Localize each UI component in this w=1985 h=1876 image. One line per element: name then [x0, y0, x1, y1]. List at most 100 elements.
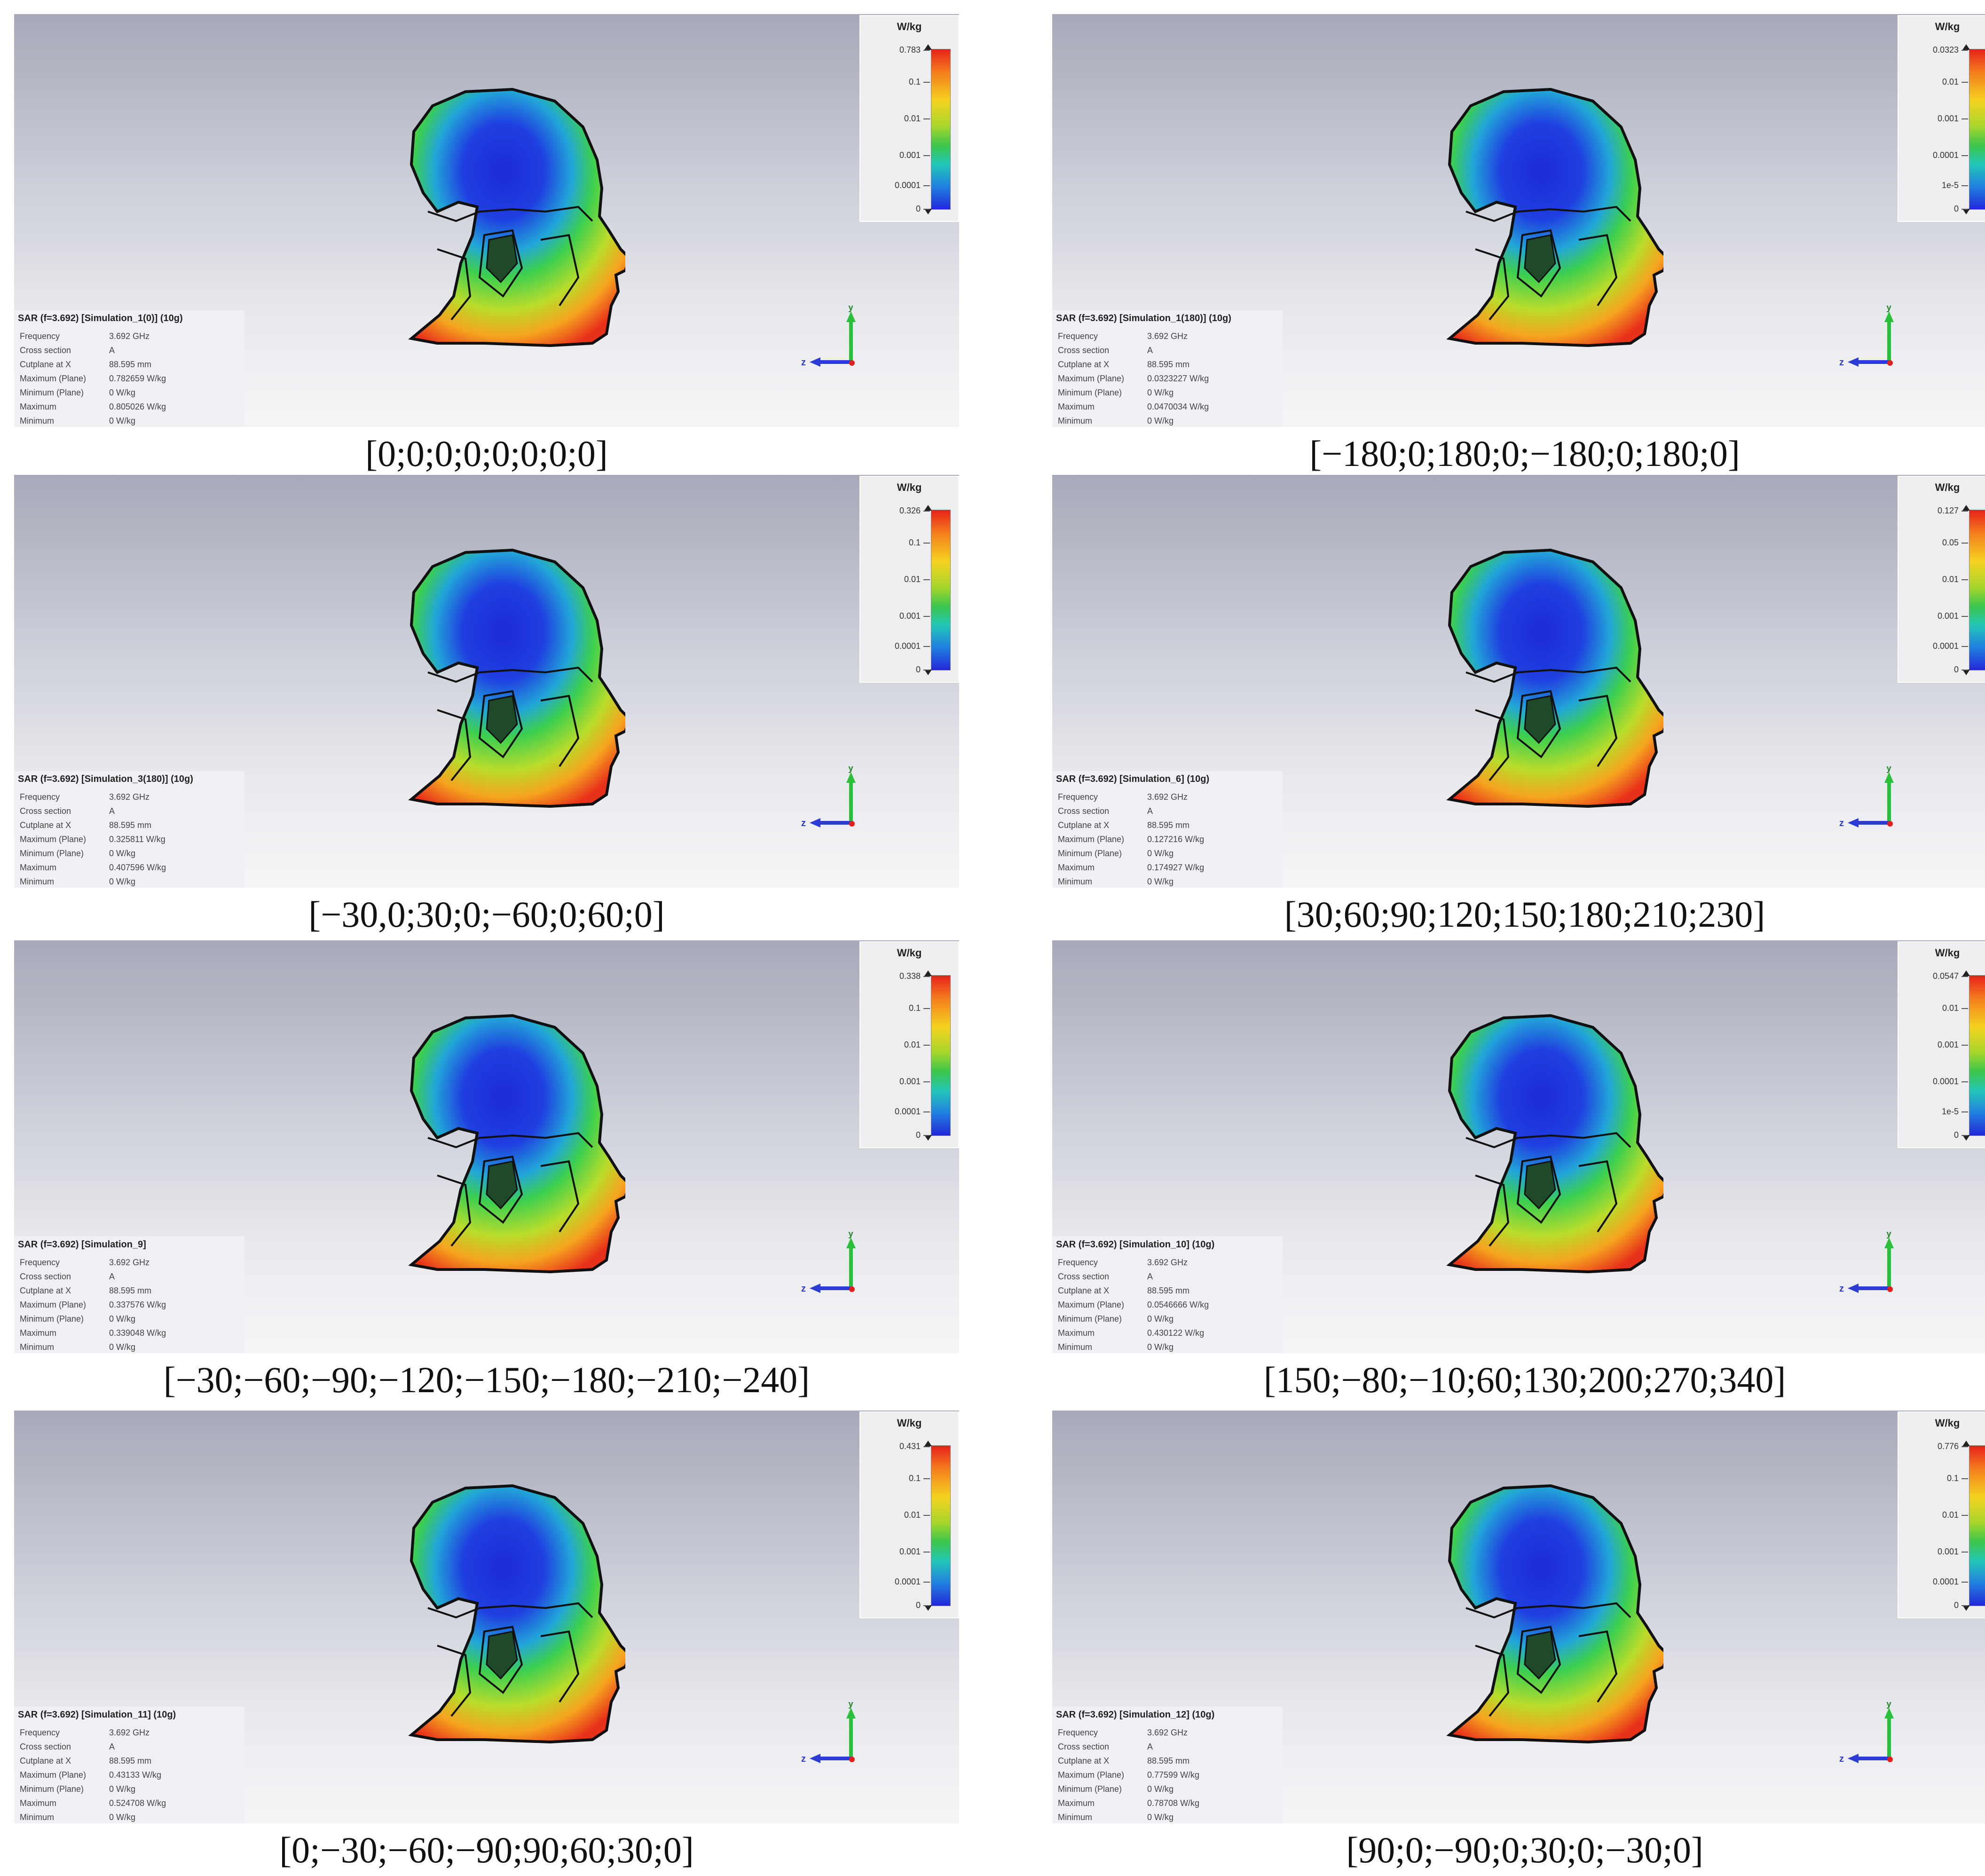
colorbar-min-arrow-icon[interactable]	[924, 1605, 932, 1611]
colorbar-tick-label: 0	[915, 665, 921, 674]
result-info-box: SAR (f=3.692) [Simulation_10] (10g) Frequ…	[1052, 1237, 1283, 1353]
property-name: Minimum	[1058, 1342, 1093, 1352]
axis-z-label: z	[1839, 357, 1844, 368]
colorbar-tick-mark	[923, 1605, 930, 1606]
axes-triad-icon[interactable]: yz	[799, 1232, 879, 1307]
axes-triad-icon[interactable]: yz	[1837, 766, 1917, 842]
property-value: A	[1147, 345, 1153, 355]
axes-triad-icon[interactable]: yz	[799, 766, 879, 842]
colorbar-max-arrow-icon[interactable]	[1962, 1441, 1970, 1446]
property-value: A	[1147, 1742, 1153, 1751]
property-value: 0.0546666 W/kg	[1147, 1300, 1209, 1309]
colorbar-max-arrow-icon[interactable]	[1962, 970, 1970, 976]
axis-z-label: z	[801, 357, 806, 368]
property-value: A	[109, 1742, 115, 1751]
property-name: Minimum (Plane)	[1058, 1314, 1122, 1324]
colorbar-tick-mark	[923, 616, 930, 617]
colorbar-tick-mark	[923, 209, 930, 210]
property-value: 0.339048 W/kg	[109, 1328, 166, 1338]
colorbar-unit-label: W/kg	[897, 481, 922, 493]
property-value: 0.430122 W/kg	[1147, 1328, 1205, 1338]
result-title: SAR (f=3.692) [Simulation_10] (10g)	[1056, 1239, 1215, 1250]
property-name: Maximum (Plane)	[1058, 373, 1125, 383]
colorbar-unit-label: W/kg	[897, 1417, 922, 1429]
colorbar-min-arrow-icon[interactable]	[1962, 209, 1970, 214]
colorbar-tick-mark	[1961, 155, 1968, 156]
axes-triad-icon[interactable]: yz	[1837, 306, 1917, 381]
colorbar-tick-label: 0.0001	[1932, 1577, 1959, 1586]
colorbar-max-arrow-icon[interactable]	[924, 44, 932, 50]
property-value: 0.78708 W/kg	[1147, 1798, 1200, 1808]
property-name: Frequency	[20, 792, 60, 802]
axes-triad-icon[interactable]: yz	[799, 306, 879, 381]
colorbar-gradient	[931, 510, 951, 670]
property-name: Minimum	[20, 416, 55, 426]
colorbar-min-arrow-icon[interactable]	[924, 1135, 932, 1141]
property-value: 88.595 mm	[1147, 820, 1190, 830]
colorbar-tick-label: 0	[1953, 1130, 1959, 1140]
result-info-box: SAR (f=3.692) [Simulation_9] Frequency 3.6…	[14, 1237, 244, 1353]
property-value: 0.77599 W/kg	[1147, 1770, 1200, 1780]
colorbar-min-arrow-icon[interactable]	[924, 209, 932, 214]
property-value: 0.805026 W/kg	[109, 402, 166, 411]
result-property-row: Minimum (Plane) 0 W/kg	[20, 386, 166, 400]
colorbar-max-arrow-icon[interactable]	[924, 1441, 932, 1446]
property-name: Cutplane at X	[20, 820, 71, 830]
property-value: 0.407596 W/kg	[109, 862, 166, 872]
property-value: A	[109, 1271, 115, 1281]
axis-z-label: z	[1839, 1754, 1844, 1764]
axis-y-label: y	[848, 1232, 854, 1239]
property-value: 88.595 mm	[1147, 1756, 1190, 1766]
colorbar-legend: W/kg 0.0547 0.01 0.001 0.0001 1e-5 0	[1898, 941, 1985, 1148]
colorbar-tick-mark	[923, 579, 930, 580]
colorbar-tick-label: 0.01	[904, 1510, 921, 1520]
colorbar-tick-label: 0.783	[899, 45, 921, 55]
property-name: Frequency	[20, 1727, 60, 1737]
property-value: 0 W/kg	[1147, 1784, 1174, 1794]
colorbar-tick-label: 0.326	[899, 506, 921, 515]
colorbar-min-arrow-icon[interactable]	[924, 670, 932, 675]
result-info-box: SAR (f=3.692) [Simulation_1(180)] (10g) F…	[1052, 310, 1283, 427]
colorbar-min-arrow-icon[interactable]	[1962, 1605, 1970, 1611]
colorbar-tick-mark	[1961, 1478, 1968, 1479]
colorbar-tick-label: 0.1	[908, 77, 921, 87]
property-value: 0.0470034 W/kg	[1147, 402, 1209, 411]
head-sar-map	[408, 1014, 625, 1274]
axes-triad-icon[interactable]: yz	[799, 1702, 879, 1777]
colorbar-tick-label: 0.001	[899, 1547, 921, 1556]
result-info-box: SAR (f=3.692) [Simulation_12] (10g) Frequ…	[1052, 1707, 1283, 1823]
colorbar-legend: W/kg 0.776 0.1 0.01 0.001 0.0001 0	[1898, 1411, 1985, 1618]
colorbar-tick-label: 0.001	[1937, 1547, 1959, 1556]
property-name: Maximum	[1058, 1798, 1095, 1808]
property-value: 3.692 GHz	[109, 331, 150, 341]
axis-y-label: y	[848, 766, 854, 773]
colorbar-tick-label: 0.1	[908, 1474, 921, 1483]
result-property-row: Minimum 0 W/kg	[20, 1810, 166, 1823]
colorbar-tick-label: 0	[1953, 204, 1959, 213]
colorbar-tick-mark	[1961, 118, 1968, 119]
colorbar-min-arrow-icon[interactable]	[1962, 1135, 1970, 1141]
colorbar-tick-mark	[1961, 209, 1968, 210]
property-name: Minimum	[20, 876, 55, 886]
result-property-row: Maximum 0.339048 W/kg	[20, 1326, 166, 1340]
property-name: Maximum (Plane)	[1058, 1300, 1125, 1309]
head-sar-map	[1446, 87, 1663, 347]
result-info-box: SAR (f=3.692) [Simulation_6] (10g) Freque…	[1052, 771, 1283, 888]
colorbar-max-arrow-icon[interactable]	[924, 970, 932, 976]
colorbar-min-arrow-icon[interactable]	[1962, 670, 1970, 675]
colorbar-tick-label: 0.001	[899, 150, 921, 160]
colorbar-max-arrow-icon[interactable]	[1962, 505, 1970, 511]
colorbar-max-arrow-icon[interactable]	[924, 505, 932, 511]
property-value: 0 W/kg	[109, 876, 136, 886]
colorbar-tick-mark	[923, 1111, 930, 1112]
result-property-row: Minimum (Plane) 0 W/kg	[20, 1782, 166, 1796]
colorbar-max-arrow-icon[interactable]	[1962, 44, 1970, 50]
colorbar-tick-label: 0.0547	[1932, 971, 1959, 981]
result-property-row: Cross section A	[1058, 804, 1204, 818]
axes-triad-icon[interactable]: yz	[1837, 1702, 1917, 1777]
result-property-row: Minimum 0 W/kg	[1058, 1810, 1199, 1823]
axes-triad-icon[interactable]: yz	[1837, 1232, 1917, 1307]
property-value: 3.692 GHz	[1147, 331, 1188, 341]
colorbar-legend: W/kg 0.127 0.05 0.01 0.001 0.0001 0	[1898, 476, 1985, 683]
result-property-row: Frequency 3.692 GHz	[1058, 1255, 1209, 1269]
